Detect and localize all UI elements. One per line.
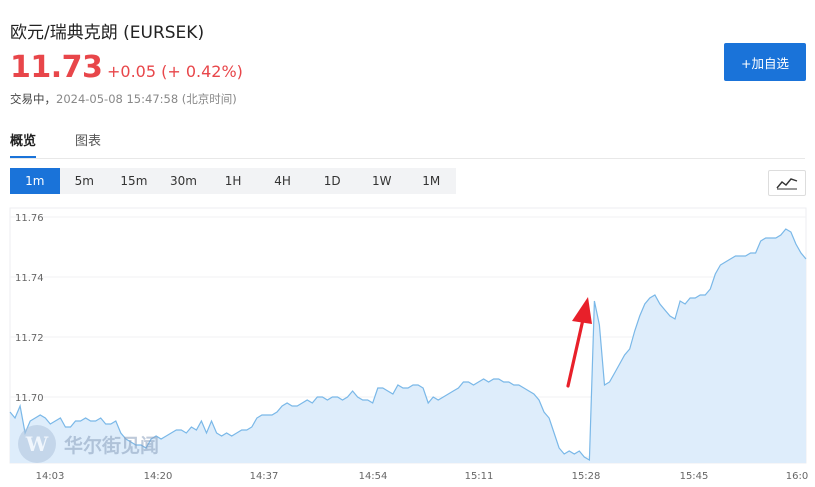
range-30m[interactable]: 30m: [169, 174, 197, 188]
y-tick-label: 11.70: [15, 393, 44, 404]
watermark-logo: W: [18, 425, 56, 463]
y-tick-label: 11.74: [15, 273, 44, 284]
range-1mo[interactable]: 1M: [422, 174, 441, 188]
page-title: 欧元/瑞典克朗 (EURSEK): [10, 23, 205, 43]
x-tick-label: 16:0: [786, 471, 808, 482]
x-tick-label: 14:03: [36, 471, 65, 482]
range-5m[interactable]: 5m: [74, 174, 94, 188]
trading-status-label: 交易中，: [10, 92, 56, 106]
line-chart-icon: [776, 178, 798, 190]
price-line: [9, 228, 807, 462]
tab-overview[interactable]: 概览: [10, 130, 37, 158]
time-range-selector: 1m 5m 15m 30m 1H 4H 1D 1W 1M: [10, 168, 456, 194]
range-1w[interactable]: 1W: [371, 174, 392, 188]
range-1h[interactable]: 1H: [224, 174, 242, 188]
view-tabs: 概览 图表: [10, 128, 805, 159]
x-tick-label: 14:54: [359, 471, 388, 482]
red-arrow-icon: [566, 313, 586, 388]
y-tick-label: 11.72: [15, 333, 44, 344]
range-1d[interactable]: 1D: [323, 174, 341, 188]
price-change: +0.05 (+ 0.42%): [107, 62, 243, 81]
x-tick-label: 14:37: [250, 471, 279, 482]
price-chart-svg: 11.7611.7411.7211.7011.6814:0314:2014:37…: [9, 207, 808, 482]
chart-type-button[interactable]: [768, 170, 806, 196]
x-tick-label: 15:11: [465, 471, 494, 482]
y-tick-label: 11.76: [15, 213, 44, 224]
x-tick-label: 15:28: [572, 471, 601, 482]
add-watchlist-button[interactable]: +加自选: [724, 43, 806, 81]
x-tick-label: 14:20: [144, 471, 173, 482]
tab-chart[interactable]: 图表: [75, 134, 102, 149]
price-area: [10, 229, 806, 463]
watermark-text: 华尔街见闻: [64, 434, 160, 457]
red-arrow-head: [572, 297, 592, 324]
price-chart[interactable]: 11.7611.7411.7211.7011.6814:0314:2014:37…: [0, 203, 815, 483]
current-price: 11.73: [10, 50, 103, 85]
trading-timestamp: 2024-05-08 15:47:58 (北京时间): [56, 92, 237, 106]
trading-status: 交易中，2024-05-08 15:47:58 (北京时间): [10, 91, 237, 107]
x-tick-label: 15:45: [680, 471, 709, 482]
watermark: W 华尔街见闻: [18, 425, 159, 463]
range-15m[interactable]: 15m: [120, 174, 148, 188]
range-4h[interactable]: 4H: [274, 174, 291, 188]
range-1m[interactable]: 1m: [10, 168, 60, 194]
